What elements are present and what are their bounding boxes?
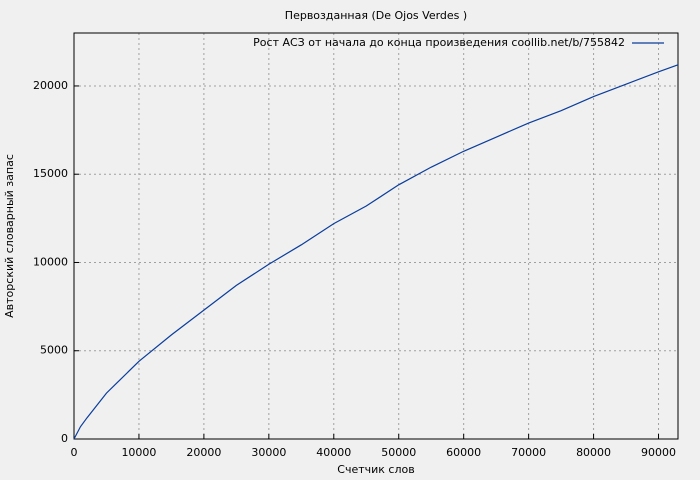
- legend-label: Рост АСЗ от начала до конца произведения…: [253, 36, 625, 49]
- chart-title: Первозданная (De Ojos Verdes ): [285, 9, 467, 22]
- x-tick-label: 90000: [641, 446, 676, 459]
- y-tick-label: 0: [61, 432, 68, 445]
- x-axis-label: Счетчик слов: [337, 463, 414, 476]
- x-tick-label: 20000: [186, 446, 221, 459]
- y-tick-label: 10000: [33, 255, 68, 268]
- y-tick-label: 5000: [40, 344, 68, 357]
- x-tick-label: 70000: [511, 446, 546, 459]
- x-tick-label: 50000: [381, 446, 416, 459]
- x-tick-label: 40000: [316, 446, 351, 459]
- x-tick-label: 60000: [446, 446, 481, 459]
- x-tick-label: 0: [71, 446, 78, 459]
- y-tick-label: 20000: [33, 79, 68, 92]
- x-tick-label: 10000: [121, 446, 156, 459]
- line: [73, 64, 679, 440]
- y-tick-label: 15000: [33, 167, 68, 180]
- x-tick-label: 30000: [251, 446, 286, 459]
- plot-frame: [73, 32, 679, 440]
- y-axis-label: Авторский словарный запас: [3, 154, 16, 318]
- x-tick-label: 80000: [576, 446, 611, 459]
